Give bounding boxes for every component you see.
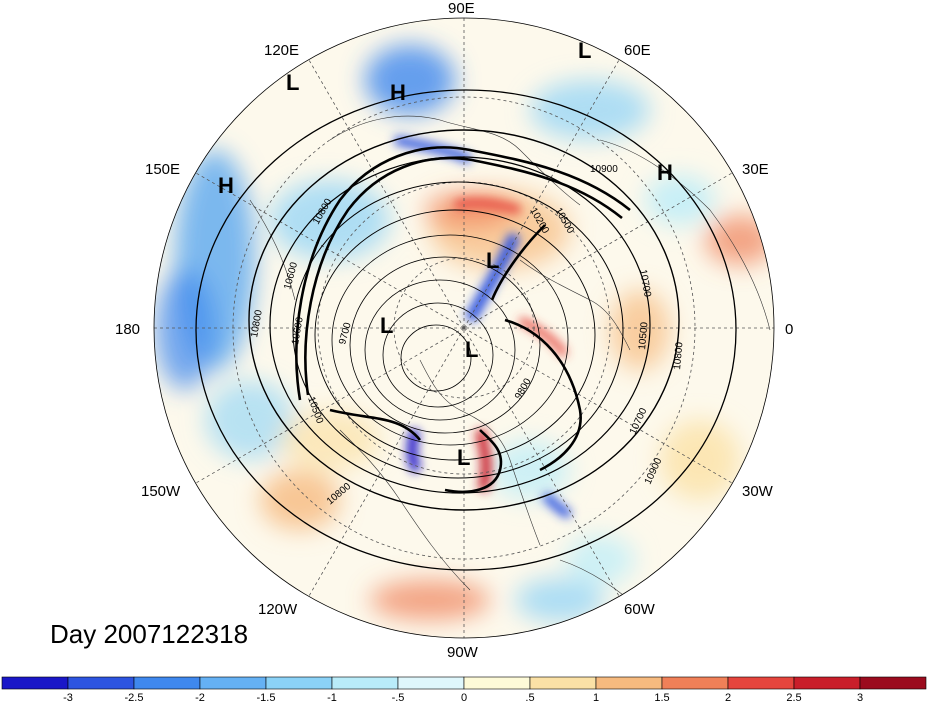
jet-contours xyxy=(295,146,631,494)
colorbar-tick-label: 2.5 xyxy=(786,692,801,702)
day-caption: Day 2007122318 xyxy=(50,619,249,649)
longitude-label: 0 xyxy=(785,321,793,338)
colorbar-box xyxy=(1,676,69,690)
contour-label: 10800 xyxy=(249,309,265,339)
colorbar-box xyxy=(331,676,399,690)
longitude-labels: 90E 60E 30E 0 30W 60W 90W 120W 150W 180 … xyxy=(115,0,793,661)
contour-label: 10700 xyxy=(637,269,653,299)
colorbar-box xyxy=(529,676,597,690)
colorbar-ticks: -3 -2.5 -2 -1.5 -1 -.5 0 .5 1 1.5 2 2.5 3 xyxy=(63,692,863,702)
longitude-label: 120W xyxy=(258,601,298,618)
low-pressure-symbol: L xyxy=(380,313,393,338)
longitude-label: 60W xyxy=(624,601,656,618)
colorbar-box xyxy=(661,676,729,690)
pressure-symbols: L H L H H L L L L xyxy=(218,38,673,470)
longitude-label: 90W xyxy=(447,644,479,661)
contour-label: 10500 xyxy=(637,321,650,350)
longitude-label: 30W xyxy=(742,483,774,500)
map-boundary xyxy=(153,17,775,639)
colorbar-tick-label: 0 xyxy=(461,692,467,702)
low-pressure-symbol: L xyxy=(465,337,478,362)
colorbar-box xyxy=(595,676,663,690)
contour-label: 10900 xyxy=(590,164,618,175)
colorbar-box xyxy=(859,676,927,690)
longitude-label: 150E xyxy=(145,161,180,178)
contour-label: 10600 xyxy=(290,316,306,346)
colorbar-box xyxy=(397,676,465,690)
longitude-label: 60E xyxy=(624,42,651,59)
longitude-label: 180 xyxy=(115,321,140,338)
high-pressure-symbol: H xyxy=(390,80,406,105)
colorbar-box xyxy=(133,676,201,690)
high-pressure-symbol: H xyxy=(657,160,673,185)
colorbar: -3 -2.5 -2 -1.5 -1 -.5 0 .5 1 1.5 2 2.5 3 xyxy=(1,676,927,702)
colorbar-box xyxy=(463,676,531,690)
colorbar-tick-label: 1.5 xyxy=(654,692,669,702)
low-pressure-symbol: L xyxy=(486,248,499,273)
colorbar-box xyxy=(67,676,135,690)
colorbar-tick-label: 2 xyxy=(725,692,731,702)
high-pressure-symbol: H xyxy=(218,173,234,198)
colorbar-tick-label: 1 xyxy=(593,692,599,702)
colorbar-box xyxy=(727,676,795,690)
low-pressure-symbol: L xyxy=(286,70,299,95)
longitude-label: 120E xyxy=(264,42,299,59)
coastlines xyxy=(249,115,771,611)
colorbar-tick-label: .5 xyxy=(525,692,534,702)
longitude-label: 90E xyxy=(448,0,475,17)
longitude-label: 150W xyxy=(141,483,181,500)
contour-label: 10800 xyxy=(672,341,685,370)
longitude-label: 30E xyxy=(742,161,769,178)
colorbar-tick-label: 3 xyxy=(857,692,863,702)
colorbar-box xyxy=(793,676,861,690)
colorbar-tick-label: -1 xyxy=(327,692,337,702)
colorbar-tick-label: -.5 xyxy=(392,692,405,702)
colorbar-tick-label: -2.5 xyxy=(125,692,144,702)
colorbar-box xyxy=(265,676,333,690)
colorbar-tick-label: -1.5 xyxy=(257,692,276,702)
colorbar-box xyxy=(199,676,267,690)
colorbar-tick-label: -3 xyxy=(63,692,73,702)
low-pressure-symbol: L xyxy=(457,445,470,470)
colorbar-boxes xyxy=(1,676,927,690)
colorbar-tick-label: -2 xyxy=(195,692,205,702)
low-pressure-symbol: L xyxy=(578,38,591,63)
graticule xyxy=(154,18,774,638)
polar-map: 10900 10800 10700 10600 10500 10200 9800… xyxy=(115,0,793,661)
